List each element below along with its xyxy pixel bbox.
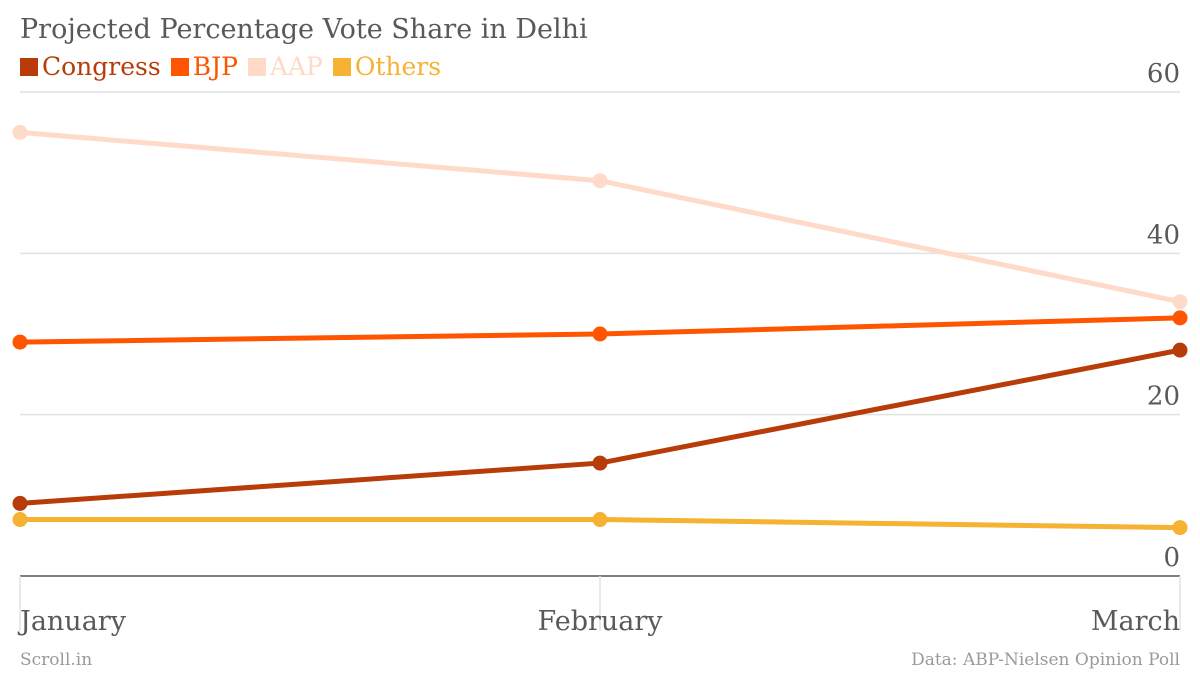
- legend-swatch-aap: [247, 57, 266, 76]
- data-source: Data: ABP-Nielsen Opinion Poll: [911, 650, 1180, 670]
- legend-swatch-others: [332, 57, 351, 76]
- series-line-aap: [17, 129, 1183, 305]
- data-point-aap: [12, 124, 28, 140]
- data-point-others: [1172, 520, 1188, 536]
- series-line-congress: [17, 347, 1183, 506]
- y-tick-label: 60: [1147, 59, 1180, 89]
- y-tick-label: 40: [1147, 220, 1180, 250]
- legend-item-aap: AAP: [247, 52, 323, 81]
- data-point-bjp: [12, 334, 28, 350]
- legend-item-bjp: BJP: [170, 52, 238, 81]
- legend-item-congress: Congress: [20, 52, 161, 81]
- x-tick-label: February: [537, 606, 663, 637]
- legend-label-aap: AAP: [269, 52, 323, 81]
- data-point-others: [592, 512, 608, 528]
- y-tick-label: 0: [1163, 543, 1180, 573]
- legend-label-congress: Congress: [42, 52, 161, 81]
- legend-swatch-bjp: [170, 57, 189, 76]
- legend: Congress BJP AAP Others: [20, 52, 441, 81]
- data-point-aap: [1172, 294, 1188, 310]
- data-point-congress: [1172, 342, 1188, 358]
- x-tick-label: March: [1091, 606, 1180, 637]
- source-credit: Scroll.in: [20, 650, 93, 670]
- x-tick-label: January: [17, 606, 127, 637]
- legend-item-others: Others: [332, 52, 442, 81]
- legend-swatch-congress: [20, 57, 38, 76]
- data-point-congress: [592, 455, 608, 471]
- legend-label-others: Others: [354, 52, 442, 81]
- data-point-bjp: [1172, 310, 1188, 326]
- data-point-others: [12, 512, 28, 528]
- data-point-aap: [592, 173, 608, 189]
- chart-title: Projected Percentage Vote Share in Delhi: [20, 14, 588, 45]
- data-point-bjp: [592, 326, 608, 342]
- data-point-congress: [12, 495, 28, 511]
- y-tick-label: 20: [1147, 382, 1180, 412]
- legend-label-bjp: BJP: [192, 52, 238, 81]
